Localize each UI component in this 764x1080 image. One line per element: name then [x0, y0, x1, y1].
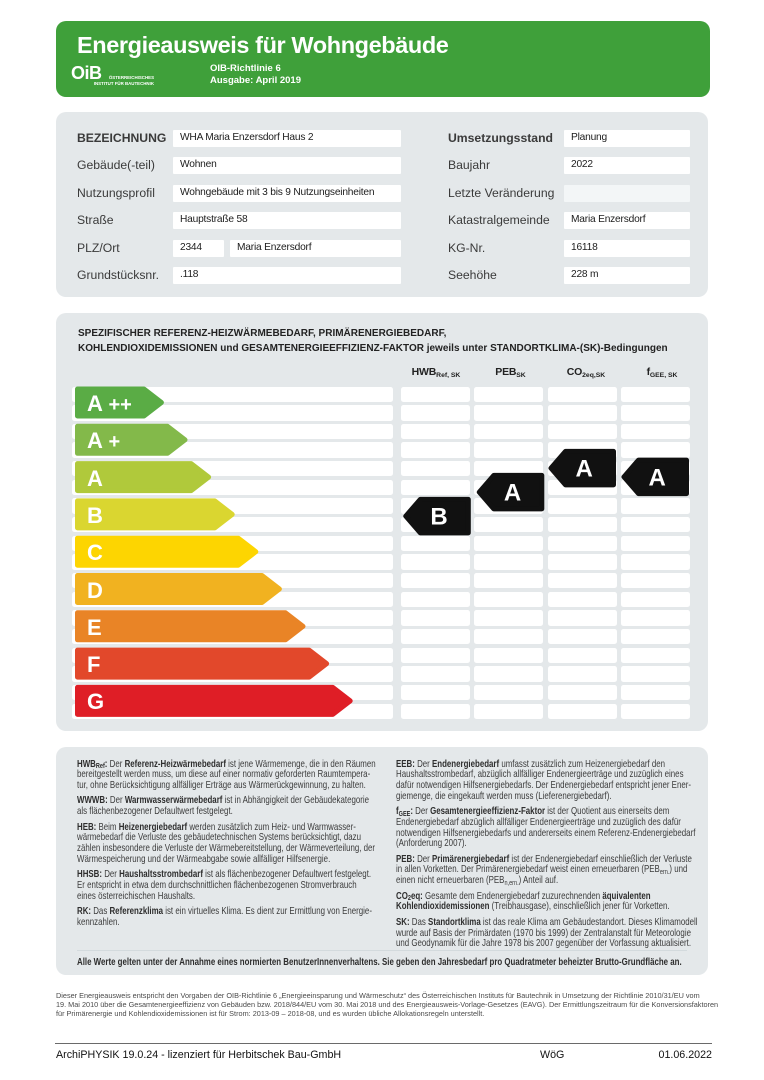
- svg-text:A: A: [504, 480, 521, 507]
- svg-text:B: B: [430, 504, 447, 531]
- svg-text:A: A: [576, 456, 593, 483]
- svg-text:A: A: [649, 464, 666, 491]
